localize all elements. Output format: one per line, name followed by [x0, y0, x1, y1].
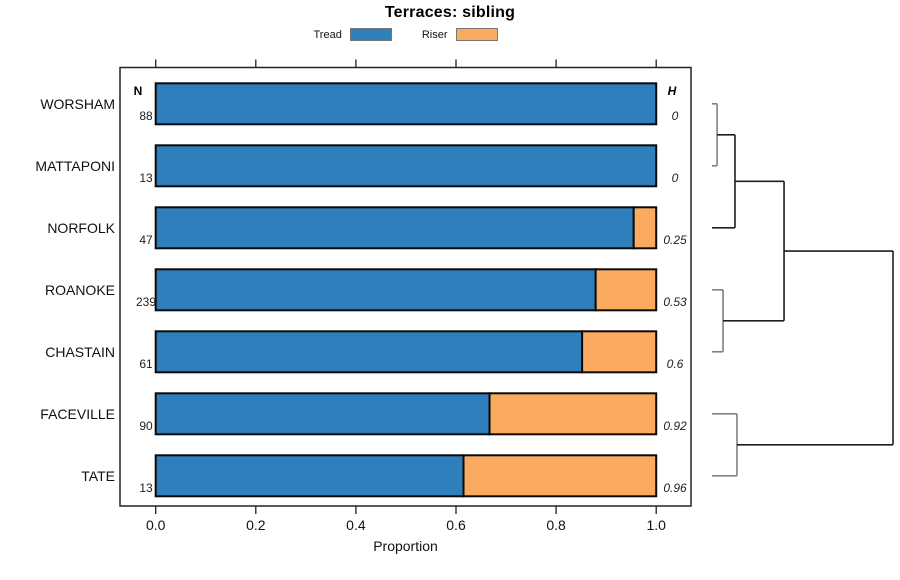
n-column-header: N — [133, 84, 143, 98]
bar-segment-riser-chastain — [581, 330, 658, 374]
bar-segment-riser-faceville — [488, 392, 658, 436]
bar-segment-tread-norfolk — [154, 206, 635, 250]
n-value-mattaponi: 13 — [139, 171, 153, 186]
legend-item-tread: Tread — [314, 28, 392, 41]
category-label-roanoke: ROANOKE — [44, 281, 115, 298]
category-label-chastain: CHASTAIN — [45, 343, 115, 360]
h-value-roanoke: 0.53 — [663, 295, 687, 310]
h-column-header: H — [667, 84, 677, 98]
panel-border — [119, 66, 692, 507]
n-value-worsham: 88 — [139, 109, 153, 124]
bars-layer — [154, 82, 658, 498]
n-value-roanoke: 239 — [135, 295, 157, 310]
category-label-norfolk: NORFOLK — [47, 219, 115, 236]
legend-item-riser: Riser — [422, 28, 498, 41]
h-value-mattaponi: 0 — [671, 171, 679, 186]
x-axis-tick-label-1.0: 1.0 — [646, 517, 666, 533]
bar-segment-riser-norfolk — [632, 206, 658, 250]
n-value-norfolk: 47 — [139, 233, 153, 248]
h-value-tate: 0.96 — [663, 481, 687, 496]
bar-segment-tread-faceville — [154, 392, 491, 436]
bar-segment-tread-mattaponi — [154, 144, 658, 188]
bar-segment-tread-roanoke — [154, 268, 597, 312]
x-axis-tick-label-0.6: 0.6 — [446, 517, 466, 533]
category-label-tate: TATE — [81, 467, 115, 484]
bar-segment-riser-roanoke — [594, 268, 658, 312]
bar-segment-tread-worsham — [154, 82, 658, 126]
h-value-worsham: 0 — [671, 109, 679, 124]
legend-label-riser: Riser — [421, 28, 448, 41]
chart-title: Terraces: sibling — [384, 4, 516, 21]
n-value-chastain: 61 — [139, 357, 153, 372]
category-label-worsham: WORSHAM — [40, 95, 115, 112]
axis-ticks — [155, 59, 657, 514]
bar-segment-tread-tate — [154, 454, 465, 498]
x-axis-tick-label-0.0: 0.0 — [145, 517, 166, 533]
x-axis-tick-label-0.4: 0.4 — [346, 517, 366, 533]
legend-swatch-tread — [349, 28, 392, 41]
x-axis-tick-label-0.8: 0.8 — [546, 517, 566, 533]
legend: Tread Riser — [120, 27, 691, 42]
category-label-mattaponi: MATTAPONI — [35, 157, 115, 174]
legend-swatch-riser — [455, 28, 498, 41]
h-value-chastain: 0.6 — [666, 357, 684, 372]
bar-segment-tread-chastain — [154, 330, 584, 374]
h-value-norfolk: 0.25 — [663, 233, 687, 248]
bar-segment-riser-tate — [462, 454, 658, 498]
x-axis-tick-label-0.2: 0.2 — [246, 517, 266, 533]
legend-label-tread: Tread — [313, 28, 342, 41]
x-axis-label: Proportion — [373, 538, 438, 554]
category-label-faceville: FACEVILLE — [40, 405, 115, 422]
dendrogram — [712, 103, 894, 477]
n-value-tate: 13 — [139, 481, 153, 496]
h-value-faceville: 0.92 — [663, 419, 687, 434]
n-value-faceville: 90 — [139, 419, 153, 434]
